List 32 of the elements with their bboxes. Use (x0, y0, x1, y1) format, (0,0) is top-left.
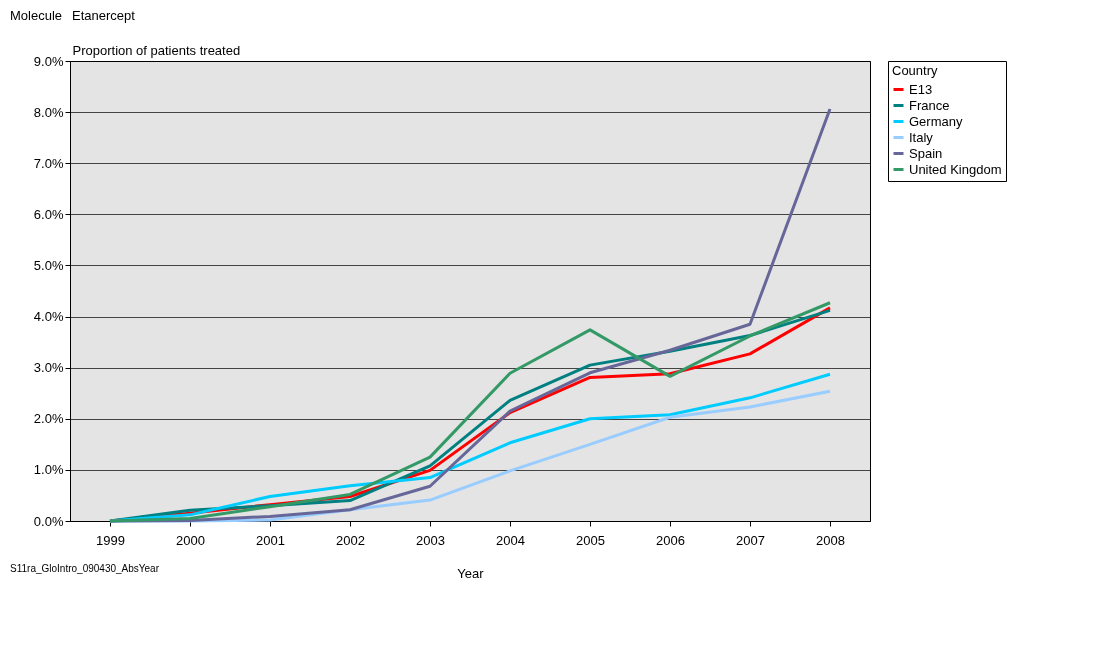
x-tick-label: 2003 (416, 532, 445, 548)
legend-label: Italy (909, 129, 934, 145)
x-tick-label: 2004 (496, 532, 525, 548)
x-tick-label: 2007 (736, 532, 765, 548)
y-tick-label: 3.0% (33, 360, 64, 376)
y-axis-title: Proportion of patients treated (72, 42, 241, 58)
y-tick-label: 6.0% (33, 206, 64, 222)
y-tick-label: 5.0% (33, 257, 64, 273)
x-tick-label: 2008 (816, 532, 845, 548)
x-tick-label: 2000 (176, 532, 205, 548)
y-tick-label: 9.0% (33, 53, 64, 69)
x-tick-label: 2006 (656, 532, 685, 548)
chart-subtitle: Etanercept (72, 8, 136, 23)
chart-title: Molecule (10, 8, 63, 23)
y-tick-label: 8.0% (33, 104, 64, 120)
x-tick-label: 2005 (576, 532, 605, 548)
y-tick-label: 1.0% (33, 462, 64, 478)
legend-label: Spain (909, 145, 943, 161)
legend-label: Germany (909, 113, 963, 129)
legend-label: France (909, 97, 950, 113)
text: S11ra_GloIntro_090430_AbsYear (10, 563, 160, 574)
x-tick-label: 2002 (336, 532, 365, 548)
x-axis-title: Year (457, 565, 485, 581)
legend-title: Country (892, 63, 939, 78)
y-tick-label: 2.0% (33, 411, 64, 427)
legend-label: E13 (909, 81, 933, 97)
y-tick-label: 7.0% (33, 155, 64, 171)
y-tick-label: 4.0% (33, 309, 64, 325)
legend-label: United Kingdom (909, 161, 1002, 177)
x-tick-label: 2001 (256, 532, 285, 548)
y-tick-label: 0.0% (33, 513, 64, 529)
x-tick-label: 1999 (96, 532, 125, 548)
